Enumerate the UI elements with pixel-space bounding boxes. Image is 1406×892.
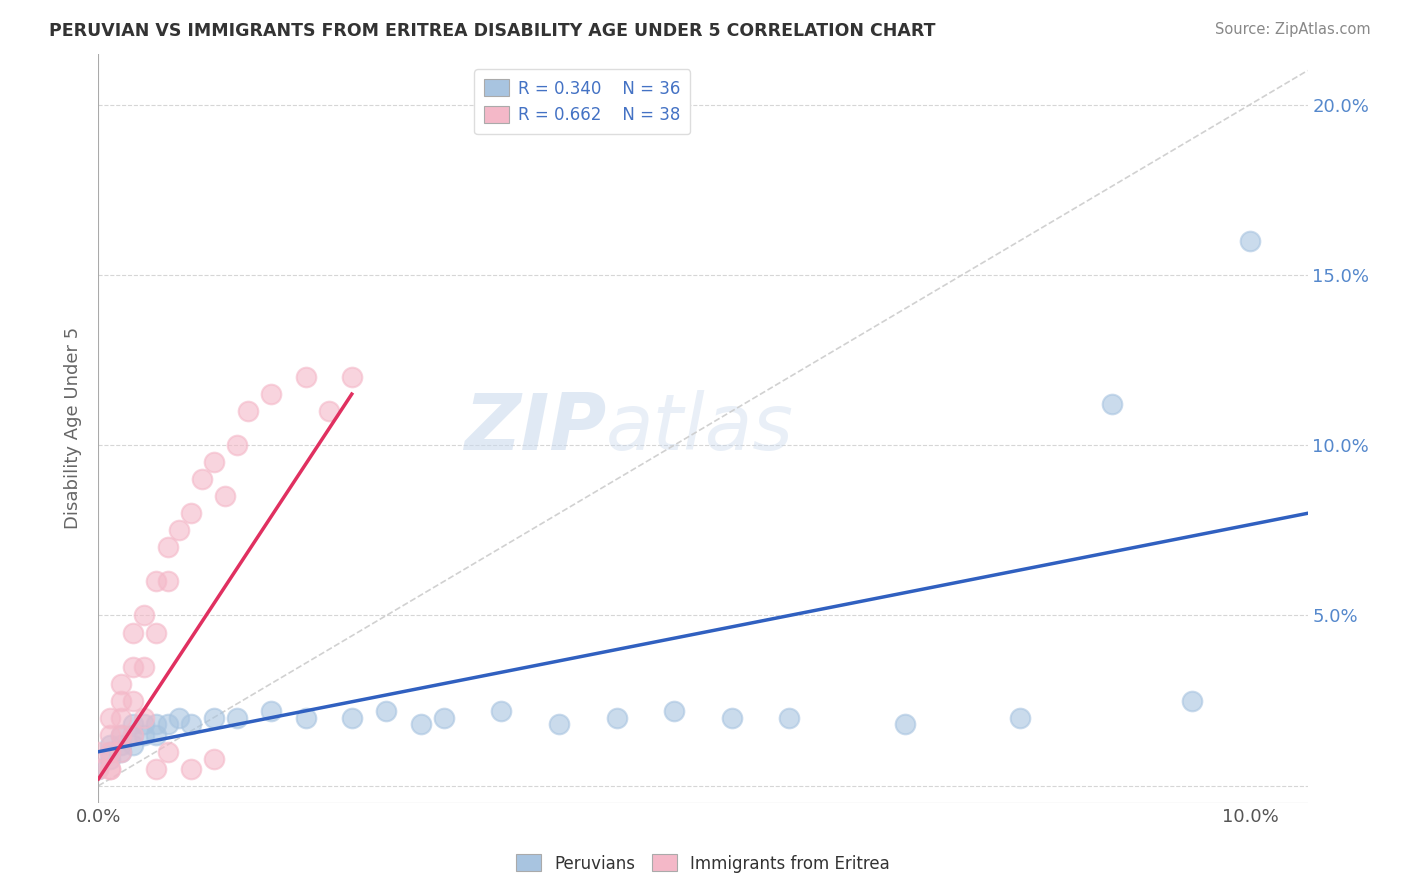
Point — [110, 711, 132, 725]
Point — [122, 693, 145, 707]
Point — [134, 711, 156, 725]
Point — [98, 751, 121, 765]
Point — [225, 438, 247, 452]
Point — [191, 472, 214, 486]
Point — [1239, 234, 1261, 248]
Point — [98, 762, 121, 776]
Point — [180, 506, 202, 520]
Point — [110, 728, 132, 742]
Point — [122, 659, 145, 673]
Y-axis label: Disability Age Under 5: Disability Age Under 5 — [65, 327, 83, 529]
Point — [98, 738, 121, 752]
Point — [180, 762, 202, 776]
Point — [145, 717, 167, 731]
Point — [87, 762, 110, 776]
Point — [778, 711, 800, 725]
Point — [110, 738, 132, 752]
Point — [340, 711, 363, 725]
Point — [294, 711, 316, 725]
Text: ZIP: ZIP — [464, 390, 606, 467]
Point — [110, 745, 132, 759]
Point — [1181, 693, 1204, 707]
Point — [202, 455, 225, 469]
Point — [260, 704, 283, 718]
Point — [375, 704, 398, 718]
Point — [87, 762, 110, 776]
Point — [167, 711, 190, 725]
Point — [145, 625, 167, 640]
Legend: Peruvians, Immigrants from Eritrea: Peruvians, Immigrants from Eritrea — [509, 847, 897, 880]
Point — [1008, 711, 1031, 725]
Point — [134, 728, 156, 742]
Point — [134, 659, 156, 673]
Point — [491, 704, 513, 718]
Point — [122, 728, 145, 742]
Point — [294, 370, 316, 384]
Point — [156, 541, 179, 555]
Point — [225, 711, 247, 725]
Point — [98, 745, 121, 759]
Point — [122, 728, 145, 742]
Point — [145, 762, 167, 776]
Point — [548, 717, 571, 731]
Point — [409, 717, 432, 731]
Point — [122, 738, 145, 752]
Point — [98, 762, 121, 776]
Point — [214, 489, 236, 503]
Point — [1101, 397, 1123, 411]
Point — [122, 625, 145, 640]
Point — [156, 717, 179, 731]
Point — [202, 751, 225, 765]
Point — [134, 717, 156, 731]
Point — [236, 404, 259, 418]
Point — [110, 745, 132, 759]
Point — [893, 717, 915, 731]
Legend: R = 0.340    N = 36, R = 0.662    N = 38: R = 0.340 N = 36, R = 0.662 N = 38 — [474, 70, 690, 134]
Point — [87, 745, 110, 759]
Point — [110, 676, 132, 690]
Point — [202, 711, 225, 725]
Point — [156, 745, 179, 759]
Point — [720, 711, 742, 725]
Point — [98, 745, 121, 759]
Point — [664, 704, 686, 718]
Text: atlas: atlas — [606, 390, 794, 467]
Point — [145, 728, 167, 742]
Point — [180, 717, 202, 731]
Point — [433, 711, 456, 725]
Point — [167, 524, 190, 538]
Point — [98, 711, 121, 725]
Point — [110, 728, 132, 742]
Point — [318, 404, 340, 418]
Point — [134, 608, 156, 623]
Text: Source: ZipAtlas.com: Source: ZipAtlas.com — [1215, 22, 1371, 37]
Point — [110, 693, 132, 707]
Point — [260, 387, 283, 401]
Point — [98, 728, 121, 742]
Point — [340, 370, 363, 384]
Point — [145, 574, 167, 589]
Point — [122, 717, 145, 731]
Text: PERUVIAN VS IMMIGRANTS FROM ERITREA DISABILITY AGE UNDER 5 CORRELATION CHART: PERUVIAN VS IMMIGRANTS FROM ERITREA DISA… — [49, 22, 936, 40]
Point — [156, 574, 179, 589]
Point — [606, 711, 628, 725]
